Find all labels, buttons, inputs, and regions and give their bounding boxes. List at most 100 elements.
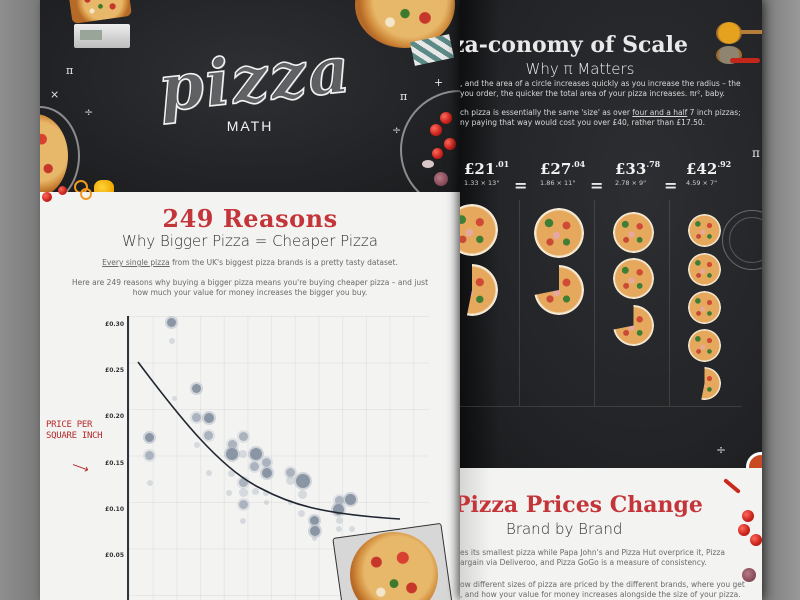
economy-chalkboard: za-conomy of Scale Why π Matters , and t… [460,0,762,482]
y-axis-label: PRICE PER SQUARE INCH [46,420,103,441]
divide-symbol: ÷ [716,443,727,457]
data-point [286,468,295,477]
data-point [310,526,320,536]
data-point [335,496,344,505]
data-point [333,504,344,515]
hero-title: pizza [154,31,356,127]
data-point [298,510,305,517]
pizza-wheel-chalk-drawing [722,210,762,270]
pizza-economy-page-right: za-conomy of Scale Why π Matters , and t… [460,0,762,600]
data-point [239,500,248,509]
y-tick-label: £0.20 [105,413,124,420]
pi-symbol: π [752,146,760,160]
data-point [204,431,213,440]
data-point [147,480,153,486]
equals-sign: = [664,176,678,195]
pi-r-squared-formula: πr², baby. [687,89,725,98]
price-card-7-inch: £42.92 4.59 × 7" [686,159,732,187]
section-subtitle: Why Bigger Pizza = Cheaper Pizza [122,232,378,250]
data-point [226,448,238,460]
data-point [288,500,293,505]
reasons-paragraph: Here are 249 reasons why buying a bigger… [60,278,440,298]
tomato-image [738,524,750,536]
orange-pepper-ring-image [80,188,92,200]
every-single-pizza-link[interactable]: Every single pizza [102,258,170,267]
data-point [206,470,212,476]
data-point [145,433,154,442]
data-point [262,468,272,478]
orange-pepper-ring-image [74,180,88,192]
data-point [250,462,259,471]
data-point [145,451,154,460]
y-tick-label: £0.25 [105,367,124,374]
economy-subtitle: Why π Matters [525,60,635,78]
times-symbol: × [50,88,60,101]
data-point [312,536,317,541]
data-point [194,442,200,448]
tomato-image [58,186,67,195]
plus-symbol: + [434,76,444,89]
section-title: 249 Reasons [162,204,338,233]
brand-paragraph-2: ow different sizes of pizza are priced b… [460,580,745,599]
equals-sign: = [590,176,604,195]
comparison-paragraph: ch pizza is essentially the same 'size' … [460,108,760,128]
brand-section-title: Pizza Prices Change [460,492,703,518]
data-point [262,458,271,467]
data-point [239,450,247,458]
data-point [172,396,177,401]
data-point [228,470,235,477]
hero-subtitle: MATH [226,118,274,134]
chili-image [730,58,760,63]
area-line-2: you order, the quicker the total area of… [460,89,725,98]
reasons-line-2: how much your value for money increases … [132,288,368,297]
tomato-image [742,510,754,522]
garlic-image [422,160,434,168]
onion-image [742,568,756,582]
pizza-7-inch [688,291,721,324]
comparison-line-1: ch pizza is essentially the same 'size' … [460,108,741,117]
pizza-13-inch-partial [466,264,498,316]
data-point [226,490,232,496]
y-tick-label: £0.30 [105,321,124,328]
row-divider [460,406,742,407]
data-point [169,338,175,344]
data-point [336,517,343,524]
turmeric-spoon-image [716,22,742,44]
area-paragraph: , and the area of a circle increases qui… [460,79,760,99]
tomato-image [430,124,442,136]
kitchen-scale-image [74,24,130,48]
data-point [192,413,201,422]
data-point [336,526,342,532]
tomato-image [440,112,452,124]
brand-paragraph-1: es its smallest pizza while Papa John's … [460,548,725,567]
data-point [204,413,214,423]
data-point [310,516,319,525]
pizza-11-inch-partial [534,265,584,315]
spoon-handle [740,30,762,34]
data-point [240,518,246,524]
intro-paragraph: Every single pizza from the UK's biggest… [80,258,420,268]
price-card-11-inch: £27.04 1.86 × 11" [540,159,586,187]
ruler-image [40,0,62,7]
pizza-on-peel-image [350,532,438,600]
y-tick-label: £0.10 [105,506,124,513]
data-point [264,500,269,505]
chili-image [723,478,741,494]
tomato-image [444,138,456,150]
data-point [167,318,176,327]
price-card-9-inch: £33.78 2.78 × 9" [615,159,661,187]
column-divider [519,200,520,406]
column-divider [594,200,595,406]
data-point [250,448,262,460]
equals-sign: = [514,176,528,195]
pizza-9-inch-partial [613,305,654,346]
pizza-9-inch [613,212,654,253]
pi-symbol: π [400,90,408,103]
data-point [239,432,248,441]
data-point [263,490,269,496]
four-and-a-half-link[interactable]: four and a half [632,108,688,117]
comparison-line-2: ny paying that way would cost you over £… [460,118,706,127]
economy-title: za-conomy of Scale [460,32,689,58]
pizza-7-inch [688,253,721,286]
pizza-7-inch [688,329,721,362]
